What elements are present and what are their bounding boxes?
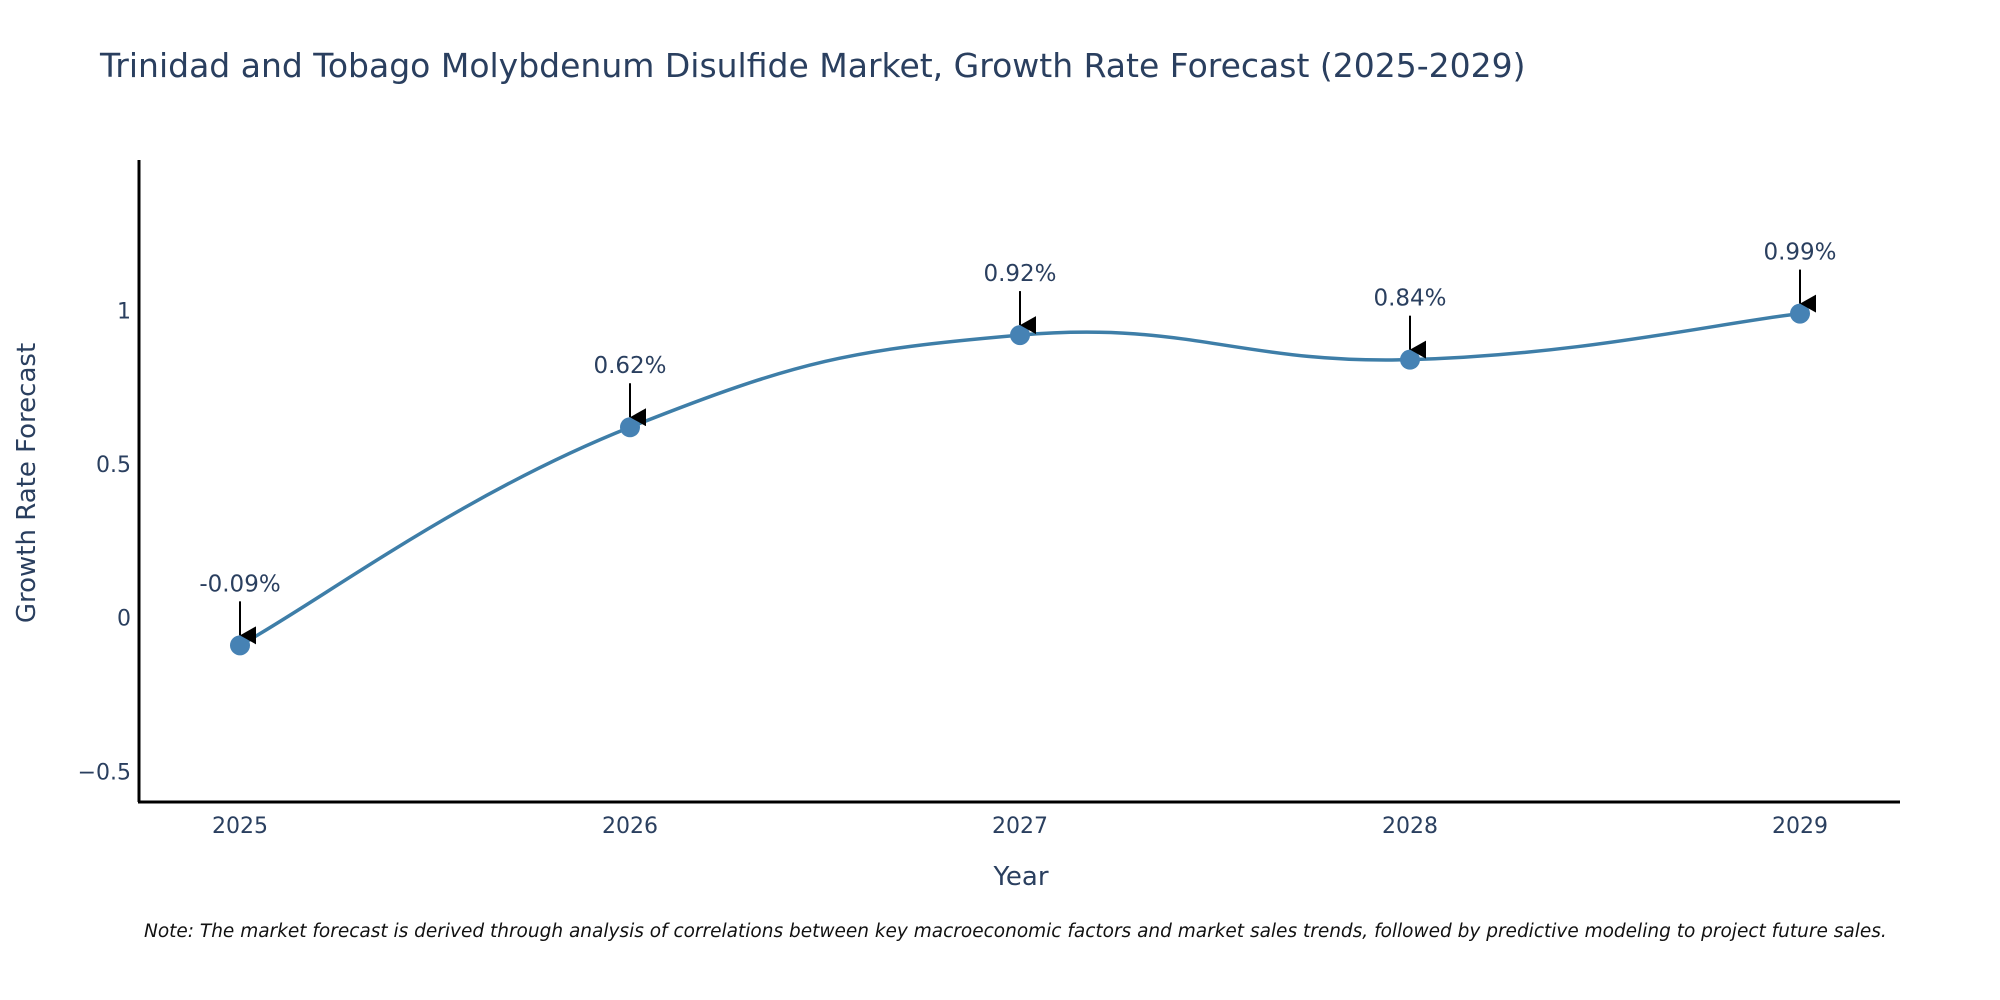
x-tick-label: 2029	[1772, 814, 1828, 839]
data-label: 0.62%	[593, 353, 666, 379]
data-point	[620, 417, 640, 438]
x-tick-label: 2026	[602, 814, 658, 839]
y-tick-label: 0.5	[96, 453, 131, 478]
series-line	[239, 311, 1801, 647]
y-axis-title: Growth Rate Forecast	[12, 343, 42, 623]
data-label: 0.99%	[1763, 240, 1836, 266]
data-label: 0.84%	[1373, 286, 1446, 312]
chart-title: Trinidad and Tobago Molybdenum Disulfide…	[100, 46, 1526, 85]
y-tick-label: 0	[117, 607, 131, 632]
x-tick-label: 2027	[992, 814, 1048, 839]
plot-area: -0.09% 0.62% 0.92% 0.84% 0.99%	[199, 240, 1837, 656]
data-label: 0.92%	[983, 261, 1056, 287]
data-point	[230, 635, 250, 656]
y-tick-label: −0.5	[78, 760, 131, 785]
x-axis-title: Year	[992, 862, 1048, 892]
x-tick-label: 2025	[212, 814, 268, 839]
chart-note: Note: The market forecast is derived thr…	[144, 921, 1887, 942]
data-point	[1790, 303, 1810, 324]
data-point	[1400, 349, 1420, 370]
data-label: -0.09%	[199, 571, 280, 597]
x-tick-label: 2028	[1382, 814, 1438, 839]
y-tick-label: 1	[117, 300, 131, 325]
data-point	[1010, 325, 1030, 346]
